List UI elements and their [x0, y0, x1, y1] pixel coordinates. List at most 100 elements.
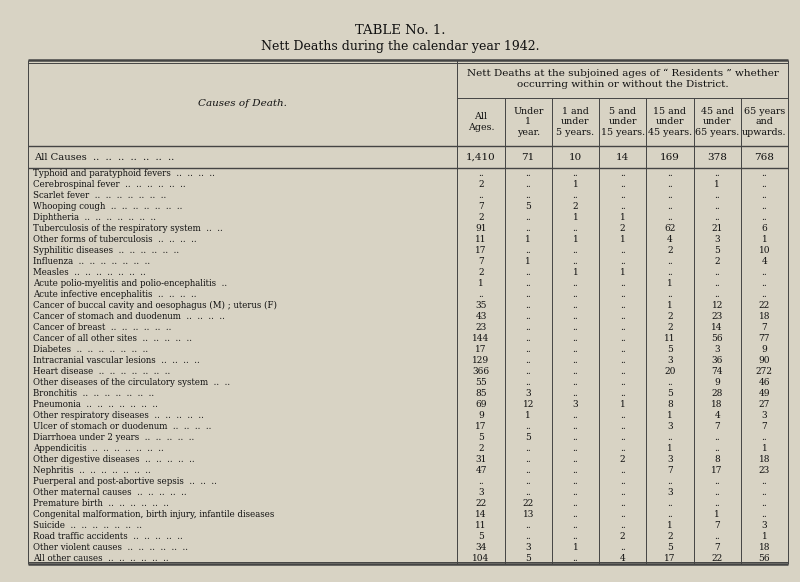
Text: ..: ..: [620, 345, 626, 354]
Text: ..: ..: [620, 389, 626, 398]
Text: 18: 18: [758, 312, 770, 321]
Text: 1: 1: [762, 444, 767, 453]
Text: 8: 8: [667, 400, 673, 409]
Text: ..: ..: [526, 323, 531, 332]
Text: ..: ..: [762, 213, 767, 222]
Text: ..: ..: [714, 477, 720, 486]
Text: ..: ..: [714, 202, 720, 211]
Text: 2: 2: [573, 202, 578, 211]
Text: 56: 56: [758, 554, 770, 563]
Text: ..: ..: [526, 345, 531, 354]
Text: 55: 55: [475, 378, 487, 387]
Text: ..: ..: [526, 477, 531, 486]
Text: 2: 2: [667, 312, 673, 321]
Text: 17: 17: [475, 246, 486, 255]
Text: 3: 3: [667, 356, 673, 365]
Text: 56: 56: [711, 334, 723, 343]
Text: 1: 1: [573, 213, 578, 222]
Text: 104: 104: [472, 554, 490, 563]
Text: 49: 49: [758, 389, 770, 398]
Text: 90: 90: [758, 356, 770, 365]
Text: ..: ..: [667, 257, 673, 266]
Text: 8: 8: [714, 455, 720, 464]
Text: ..: ..: [478, 191, 484, 200]
Text: 21: 21: [711, 224, 723, 233]
Text: Under
1
year.: Under 1 year.: [513, 107, 543, 137]
Text: 1: 1: [620, 235, 626, 244]
Text: ..: ..: [573, 224, 578, 233]
Text: ..: ..: [573, 444, 578, 453]
Text: ..: ..: [526, 169, 531, 178]
Text: Intracranial vascular lesions  ..  ..  ..  ..: Intracranial vascular lesions .. .. .. .…: [33, 356, 200, 365]
Text: Other maternal causes  ..  ..  ..  ..  ..: Other maternal causes .. .. .. .. ..: [33, 488, 186, 497]
Text: Other violent causes  ..  ..  ..  ..  ..  ..: Other violent causes .. .. .. .. .. ..: [33, 543, 188, 552]
Text: ..: ..: [762, 499, 767, 508]
Text: 71: 71: [522, 152, 535, 161]
Text: ..: ..: [620, 356, 626, 365]
Text: 2: 2: [620, 224, 626, 233]
Text: ..: ..: [573, 169, 578, 178]
Text: 5: 5: [526, 202, 531, 211]
Text: 1: 1: [667, 279, 673, 288]
Text: All
Ages.: All Ages.: [468, 112, 494, 132]
Text: ..: ..: [573, 422, 578, 431]
Text: 31: 31: [475, 455, 486, 464]
Text: Cancer of buccal cavity and oesophagus (M) ; uterus (F): Cancer of buccal cavity and oesophagus (…: [33, 301, 277, 310]
Text: Diarrhoea under 2 years  ..  ..  ..  ..  ..: Diarrhoea under 2 years .. .. .. .. ..: [33, 433, 194, 442]
Text: 5 and
under
15 years.: 5 and under 15 years.: [601, 107, 645, 137]
Text: 3: 3: [667, 488, 673, 497]
Text: ..: ..: [620, 246, 626, 255]
Text: Syphilitic diseases  ..  ..  ..  ..  ..  ..: Syphilitic diseases .. .. .. .. .. ..: [33, 246, 179, 255]
Text: 7: 7: [762, 422, 767, 431]
Text: ..: ..: [667, 180, 673, 189]
Text: ..: ..: [714, 499, 720, 508]
Text: All Causes  ..  ..  ..  ..  ..  ..  ..: All Causes .. .. .. .. .. .. ..: [34, 152, 174, 161]
Text: 9: 9: [714, 378, 720, 387]
Text: ..: ..: [714, 488, 720, 497]
Text: 2: 2: [667, 246, 673, 255]
Text: ..: ..: [478, 477, 484, 486]
Text: 5: 5: [526, 433, 531, 442]
Text: 4: 4: [762, 257, 767, 266]
Text: 9: 9: [478, 411, 484, 420]
Text: 1: 1: [762, 235, 767, 244]
Text: ..: ..: [620, 301, 626, 310]
Text: ..: ..: [762, 290, 767, 299]
Text: ..: ..: [714, 169, 720, 178]
Text: ..: ..: [573, 532, 578, 541]
Text: 11: 11: [475, 521, 486, 530]
Text: ..: ..: [620, 422, 626, 431]
Text: TABLE No. 1.: TABLE No. 1.: [354, 24, 446, 37]
Text: Other respiratory diseases  ..  ..  ..  ..  ..: Other respiratory diseases .. .. .. .. .…: [33, 411, 204, 420]
Text: ..: ..: [573, 301, 578, 310]
Text: 3: 3: [526, 389, 531, 398]
Text: 1: 1: [714, 180, 720, 189]
Text: ..: ..: [526, 301, 531, 310]
Text: 22: 22: [475, 499, 486, 508]
Text: 22: 22: [711, 554, 722, 563]
Text: ..: ..: [573, 477, 578, 486]
Text: 1: 1: [573, 180, 578, 189]
Text: 144: 144: [472, 334, 490, 343]
Text: Puerperal and post-abortive sepsis  ..  ..  ..: Puerperal and post-abortive sepsis .. ..…: [33, 477, 217, 486]
Text: ..: ..: [667, 433, 673, 442]
Text: 35: 35: [475, 301, 486, 310]
Text: ..: ..: [573, 279, 578, 288]
Text: ..: ..: [526, 422, 531, 431]
Text: ..: ..: [714, 433, 720, 442]
Text: ..: ..: [573, 345, 578, 354]
Text: ..: ..: [620, 378, 626, 387]
Text: ..: ..: [573, 191, 578, 200]
Text: 3: 3: [762, 521, 767, 530]
Text: ..: ..: [620, 257, 626, 266]
Text: ..: ..: [526, 455, 531, 464]
Text: ..: ..: [762, 268, 767, 277]
Text: Suicide  ..  ..  ..  ..  ..  ..  ..: Suicide .. .. .. .. .. .. ..: [33, 521, 142, 530]
Text: ..: ..: [526, 356, 531, 365]
Text: ..: ..: [667, 213, 673, 222]
Text: Heart disease  ..  ..  ..  ..  ..  ..  ..: Heart disease .. .. .. .. .. .. ..: [33, 367, 170, 376]
Text: 3: 3: [714, 345, 720, 354]
Text: Road traffic accidents  ..  ..  ..  ..  ..: Road traffic accidents .. .. .. .. ..: [33, 532, 182, 541]
Text: ..: ..: [573, 367, 578, 376]
Text: Scarlet fever  ..  ..  ..  ..  ..  ..  ..: Scarlet fever .. .. .. .. .. .. ..: [33, 191, 166, 200]
